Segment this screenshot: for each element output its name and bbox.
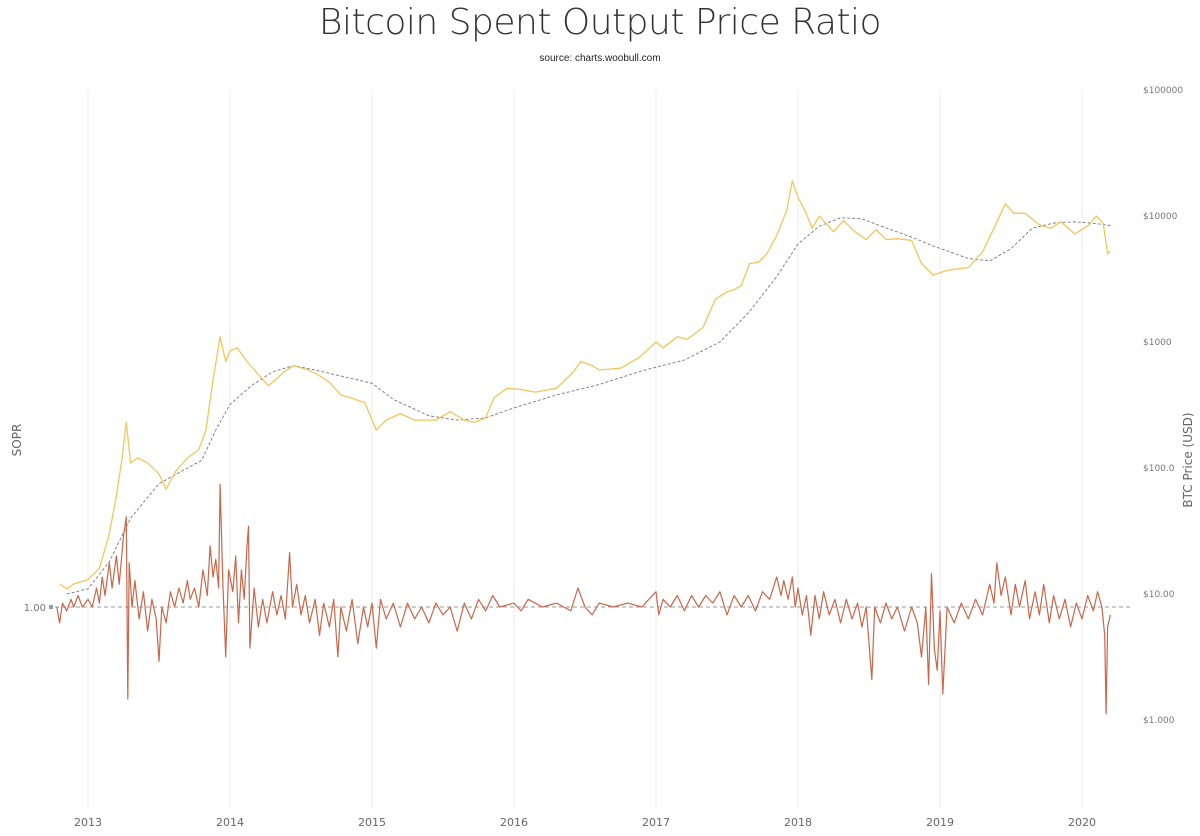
btc-price-line	[59, 180, 1111, 590]
right-axis-label: BTC Price (USD)	[1181, 412, 1195, 507]
right-tick-label: $10.00	[1143, 590, 1175, 600]
x-tick-label: 2019	[926, 816, 954, 829]
right-tick-label: $1000	[1143, 338, 1172, 348]
x-tick-label: 2015	[358, 816, 386, 829]
left-tick-label: 1.00	[24, 603, 46, 614]
right-tick-label: $1.000	[1143, 716, 1175, 726]
right-tick-label: $100.0	[1143, 464, 1175, 474]
x-tick-label: 2014	[216, 816, 244, 829]
x-tick-label: 2017	[642, 816, 670, 829]
x-tick-label: 2013	[74, 816, 102, 829]
left-axis-label: SOPR	[10, 424, 24, 457]
sopr-line	[56, 483, 1111, 715]
right-tick-label: $100000	[1143, 86, 1183, 96]
x-tick-label: 2018	[784, 816, 812, 829]
chart-title: Bitcoin Spent Output Price Ratio	[318, 2, 882, 43]
right-tick-label: $10000	[1143, 212, 1178, 222]
moving-average-line	[66, 217, 1111, 595]
x-tick-label: 2020	[1068, 816, 1096, 829]
x-tick-label: 2016	[500, 816, 528, 829]
chart-subtitle: source: charts.woobull.com	[539, 53, 661, 64]
left-tick-marker	[49, 605, 53, 609]
